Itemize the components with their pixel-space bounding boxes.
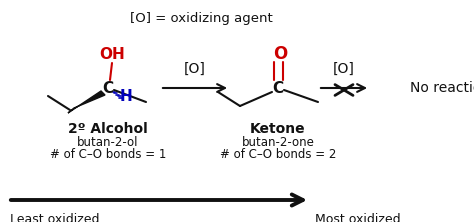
Text: OH: OH xyxy=(99,46,125,61)
Text: H: H xyxy=(119,89,132,103)
Text: [O] = oxidizing agent: [O] = oxidizing agent xyxy=(130,12,273,25)
Text: butan-2-one: butan-2-one xyxy=(242,136,314,149)
Text: # of C–O bonds = 2: # of C–O bonds = 2 xyxy=(220,148,336,161)
Text: butan-2-ol: butan-2-ol xyxy=(77,136,139,149)
Text: Most oxidized: Most oxidized xyxy=(315,213,401,222)
Text: O: O xyxy=(273,45,287,63)
Text: Least oxidized: Least oxidized xyxy=(10,213,100,222)
Text: 2º Alcohol: 2º Alcohol xyxy=(68,122,148,136)
Text: C: C xyxy=(102,81,114,95)
Text: [O]: [O] xyxy=(184,62,206,76)
Text: No reaction: No reaction xyxy=(410,81,474,95)
Text: Ketone: Ketone xyxy=(250,122,306,136)
Text: # of C–O bonds = 1: # of C–O bonds = 1 xyxy=(50,148,166,161)
Text: [O]: [O] xyxy=(333,62,355,76)
Polygon shape xyxy=(68,91,105,113)
Text: C: C xyxy=(273,81,283,95)
